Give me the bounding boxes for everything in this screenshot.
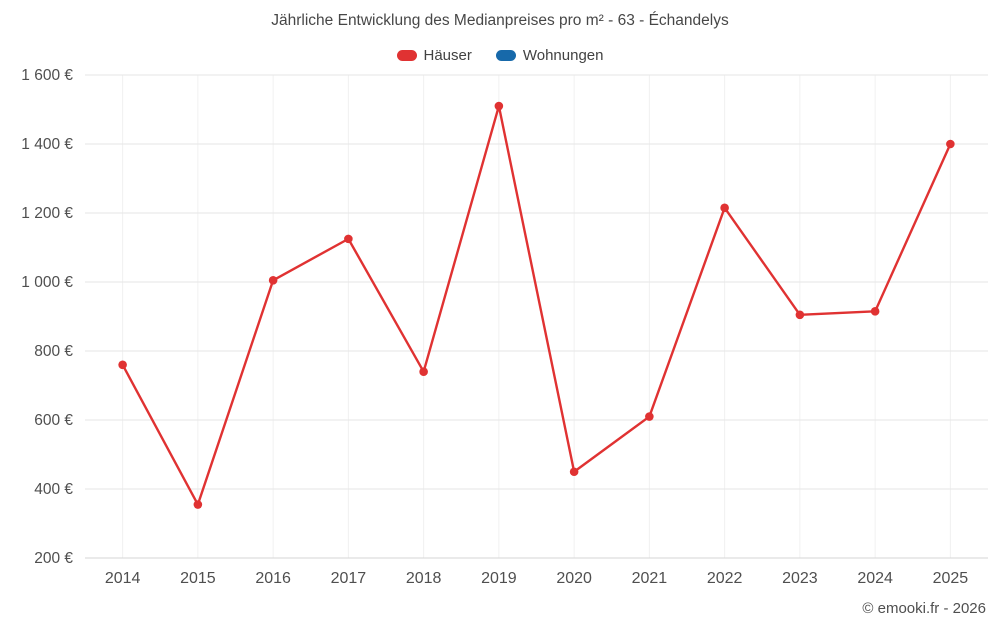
data-point-häuser-2021: [645, 412, 654, 421]
x-axis-tick-label: 2021: [632, 570, 668, 587]
data-point-häuser-2019: [494, 101, 504, 111]
data-point-häuser-2020: [569, 467, 579, 477]
x-axis-tick-label: 2023: [782, 570, 818, 587]
x-axis-tick-label: 2025: [933, 570, 969, 587]
x-axis-tick-label: 2019: [481, 570, 517, 587]
y-axis-tick-label: 1 000 €: [21, 274, 73, 291]
x-axis-tick-label: 2024: [857, 570, 893, 587]
y-axis-tick-label: 1 200 €: [21, 205, 73, 222]
data-point-häuser-2025: [946, 139, 955, 149]
chart-legend: Häuser Wohnungen: [0, 47, 1000, 64]
y-axis-tick-label: 200 €: [34, 550, 73, 567]
x-axis-tick-label: 2017: [331, 570, 367, 587]
data-point-häuser-2015: [193, 500, 203, 509]
y-axis-tick-label: 400 €: [34, 481, 73, 498]
y-axis-tick-label: 600 €: [34, 412, 73, 429]
x-axis-tick-label: 2014: [105, 570, 141, 587]
data-point-häuser-2016: [268, 275, 278, 285]
x-axis-tick-label: 2016: [255, 570, 291, 587]
data-point-häuser-2023: [795, 310, 805, 320]
legend-swatch-icon: [396, 50, 417, 61]
data-point-häuser-2024: [870, 307, 880, 316]
y-axis-tick-label: 1 400 €: [21, 136, 73, 153]
x-axis-tick-label: 2018: [406, 570, 442, 587]
x-axis-tick-label: 2020: [556, 570, 592, 587]
x-axis-tick-label: 2022: [707, 570, 743, 587]
legend-label: Wohnungen: [522, 47, 604, 64]
series-line-häuser: [121, 104, 952, 506]
legend-item-wohnungen[interactable]: Wohnungen: [495, 47, 604, 64]
y-axis-tick-label: 800 €: [34, 343, 73, 360]
chart-title: Jährliche Entwicklung des Medianpreises …: [271, 12, 729, 29]
y-axis-tick-label: 1 600 €: [21, 67, 73, 84]
data-point-häuser-2022: [720, 203, 729, 213]
data-point-häuser-2018: [419, 367, 428, 377]
data-point-häuser-2014: [118, 360, 127, 370]
legend-label: Häuser: [423, 47, 472, 64]
data-point-häuser-2017: [344, 234, 353, 244]
legend-swatch-icon: [495, 50, 516, 61]
copyright-credit: © emooki.fr - 2026: [862, 600, 986, 617]
legend-item-häuser[interactable]: Häuser: [396, 47, 472, 64]
x-axis-tick-label: 2015: [180, 570, 216, 587]
